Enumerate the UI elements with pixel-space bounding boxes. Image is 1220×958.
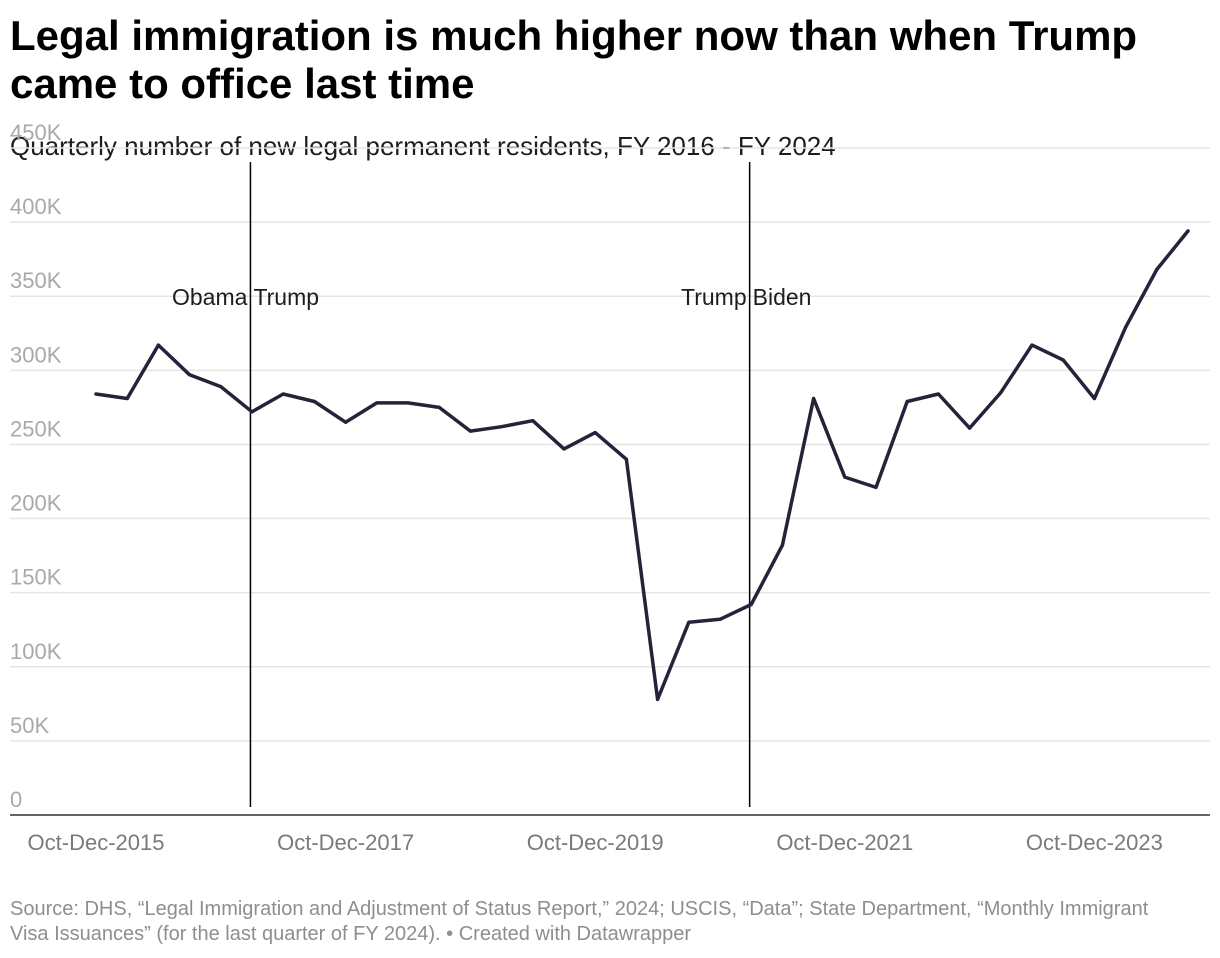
y-tick-label: 450K — [10, 120, 62, 145]
data-point — [874, 485, 878, 490]
annotations: Obama Trump Trump Biden — [172, 162, 811, 807]
annotation-label-before: Obama — [172, 284, 248, 310]
x-tick-label: Oct-Dec-2015 — [28, 830, 165, 855]
data-point — [437, 405, 441, 409]
data-point — [468, 429, 472, 433]
data-point — [624, 457, 629, 461]
annotation-label-before: Trump — [681, 284, 747, 310]
data-point — [125, 396, 129, 401]
data-point — [1092, 396, 1096, 401]
data-point — [718, 617, 722, 621]
data-point — [999, 390, 1003, 395]
data-point — [531, 419, 535, 423]
series-layer — [94, 229, 1190, 702]
data-point — [219, 385, 223, 389]
chart-footer: Source: DHS, “Legal Immigration and Adju… — [10, 897, 1170, 947]
x-tick-label: Oct-Dec-2021 — [776, 830, 913, 855]
data-point — [905, 399, 909, 404]
data-point — [780, 543, 785, 547]
data-point — [1030, 343, 1034, 347]
y-tick-label: 400K — [10, 194, 62, 219]
data-point — [936, 392, 941, 396]
x-tick-label: Oct-Dec-2017 — [277, 830, 414, 855]
data-point — [1155, 267, 1159, 272]
data-point — [1061, 358, 1065, 362]
data-point — [375, 401, 379, 405]
data-point — [500, 425, 504, 429]
data-point — [749, 602, 753, 607]
data-point — [188, 373, 192, 377]
data-point — [812, 396, 816, 401]
y-tick-label: 200K — [10, 491, 62, 516]
y-tick-label: 300K — [10, 342, 62, 367]
data-point — [1124, 325, 1128, 329]
data-point — [94, 392, 98, 396]
data-point — [312, 399, 316, 404]
line-chart: 0 50K 100K 150K 200K 250K 300K 350K 400K 450K Oba… — [10, 120, 1210, 855]
data-point — [562, 447, 566, 451]
x-tick-label: Oct-Dec-2023 — [1026, 830, 1163, 855]
data-point — [1186, 229, 1190, 233]
x-axis-ticks: Oct-Dec-2015 Oct-Dec-2017 Oct-Dec-2019 Oct-… — [28, 830, 1163, 855]
data-point — [843, 475, 847, 479]
data-point — [281, 392, 285, 396]
annotation-label-after: Biden — [753, 284, 812, 310]
data-point — [344, 420, 348, 424]
data-point — [406, 401, 410, 405]
footer-separator: • — [446, 923, 459, 945]
y-axis-ticks: 0 50K 100K 150K 200K 250K 300K 350K 400K 450K — [10, 120, 62, 812]
data-point — [156, 343, 160, 347]
data-point — [250, 410, 254, 414]
data-point — [968, 426, 972, 430]
gridlines — [10, 147, 1210, 816]
annotation-label-after: Trump — [253, 284, 319, 310]
data-point — [656, 697, 660, 701]
y-tick-label: 100K — [10, 639, 62, 664]
y-tick-label: 0 — [10, 787, 22, 812]
chart-subtitle: Quarterly number of new legal permanent … — [10, 131, 836, 161]
data-point — [687, 620, 691, 624]
y-tick-label: 150K — [10, 565, 62, 590]
y-tick-label: 350K — [10, 268, 62, 293]
series-line — [94, 229, 1190, 702]
x-tick-label: Oct-Dec-2019 — [527, 830, 664, 855]
data-point — [593, 430, 597, 435]
y-tick-label: 250K — [10, 416, 62, 441]
source-note: Source: DHS, “Legal Immigration and Adju… — [10, 898, 1149, 945]
y-tick-label: 50K — [10, 713, 49, 738]
credit-note: Created with Datawrapper — [458, 923, 692, 945]
chart-title: Legal immigration is much higher now tha… — [10, 12, 1138, 107]
